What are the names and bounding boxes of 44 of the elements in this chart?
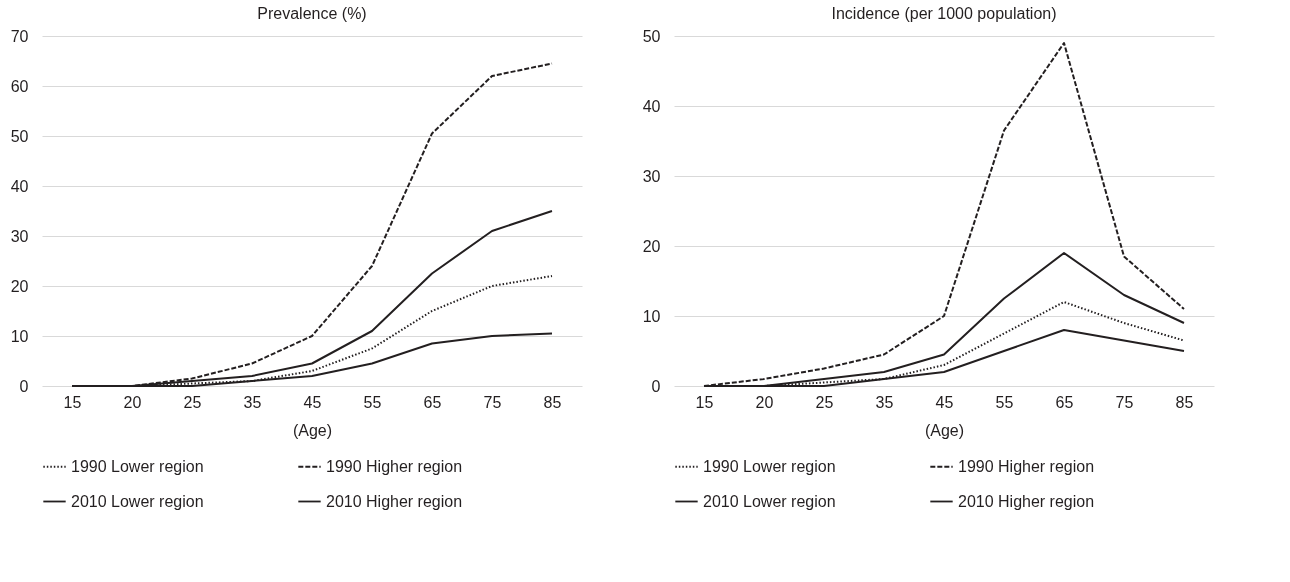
y-tick-label: 20 bbox=[642, 237, 661, 255]
legend-label: 2010 Lower region bbox=[71, 492, 204, 510]
x-tick-label: 20 bbox=[123, 393, 142, 411]
x-tick-label: 25 bbox=[815, 393, 834, 411]
x-tick-label: 15 bbox=[695, 393, 714, 411]
legend-label: 2010 Lower region bbox=[703, 492, 836, 510]
y-tick-label: 0 bbox=[19, 377, 29, 395]
legend-label: 2010 Higher region bbox=[326, 492, 463, 510]
chart-title: Prevalence (%) bbox=[257, 5, 367, 22]
y-tick-label: 50 bbox=[10, 127, 29, 145]
y-tick-label: 30 bbox=[642, 167, 661, 185]
legend-label: 1990 Higher region bbox=[326, 457, 463, 475]
legend-label: 1990 Lower region bbox=[71, 457, 204, 475]
x-tick-label: 45 bbox=[303, 393, 322, 411]
x-tick-label: 75 bbox=[483, 393, 502, 411]
x-tick-label: 45 bbox=[935, 393, 954, 411]
x-tick-label: 15 bbox=[63, 393, 82, 411]
y-tick-label: 50 bbox=[642, 27, 661, 45]
y-tick-label: 30 bbox=[10, 227, 29, 245]
legend-label: 2010 Higher region bbox=[958, 492, 1095, 510]
x-axis-title: (Age) bbox=[924, 421, 965, 439]
legend-label: 1990 Higher region bbox=[958, 457, 1095, 475]
x-tick-label: 25 bbox=[183, 393, 202, 411]
y-tick-label: 10 bbox=[10, 327, 29, 345]
x-tick-label: 55 bbox=[363, 393, 382, 411]
x-tick-label: 35 bbox=[243, 393, 262, 411]
y-tick-label: 70 bbox=[10, 27, 29, 45]
x-tick-label: 85 bbox=[1175, 393, 1194, 411]
y-tick-label: 60 bbox=[10, 77, 29, 95]
y-tick-label: 40 bbox=[642, 97, 661, 115]
x-tick-label: 85 bbox=[543, 393, 562, 411]
x-tick-label: 55 bbox=[995, 393, 1014, 411]
x-tick-label: 75 bbox=[1115, 393, 1134, 411]
y-tick-label: 10 bbox=[642, 307, 661, 325]
x-axis-title: (Age) bbox=[292, 421, 333, 439]
legend-label: 1990 Lower region bbox=[703, 457, 836, 475]
y-tick-label: 20 bbox=[10, 277, 29, 295]
x-tick-label: 20 bbox=[755, 393, 774, 411]
x-tick-label: 65 bbox=[423, 393, 442, 411]
x-tick-label: 35 bbox=[875, 393, 894, 411]
chart-title: Incidence (per 1000 population) bbox=[831, 5, 1057, 22]
y-tick-label: 40 bbox=[10, 177, 29, 195]
x-tick-label: 65 bbox=[1055, 393, 1074, 411]
y-tick-label: 0 bbox=[651, 377, 661, 395]
